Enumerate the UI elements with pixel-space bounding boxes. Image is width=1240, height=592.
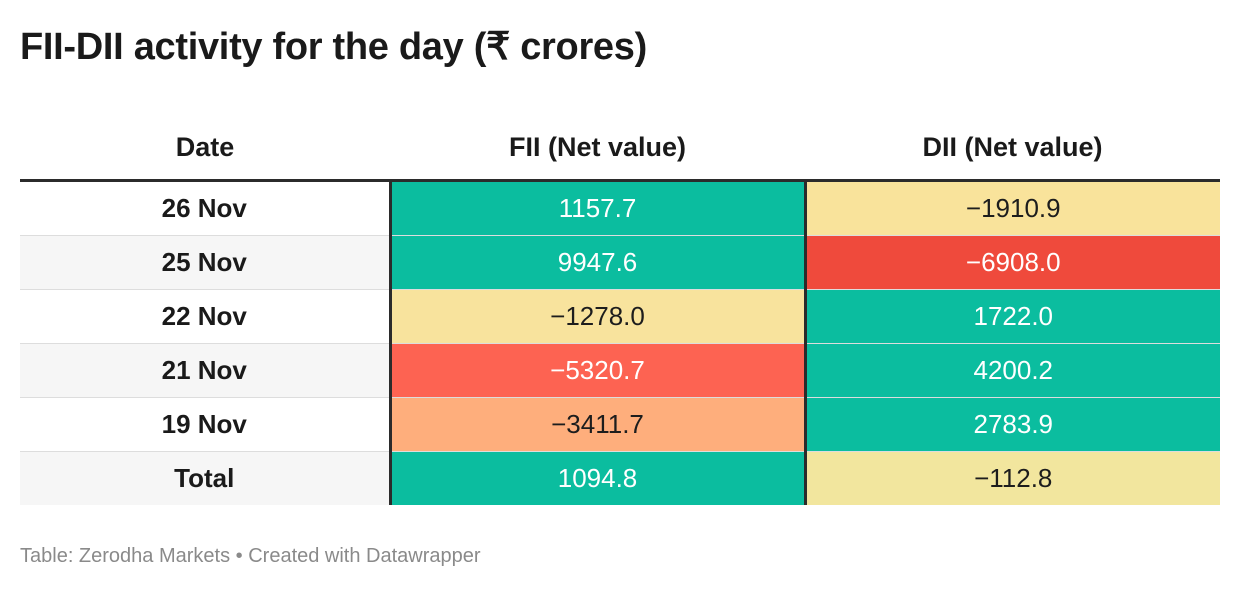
date-column-header: Date xyxy=(20,115,390,182)
date-cell: 22 Nov xyxy=(20,289,390,344)
fii-value-cell: 9947.6 xyxy=(388,235,805,290)
total-row: Total 1094.8 −112.8 xyxy=(20,451,1220,505)
chart-title: FII-DII activity for the day (₹ crores) xyxy=(20,26,647,68)
fii-value-cell: 1157.7 xyxy=(388,180,805,236)
table-row: 22 Nov −1278.0 1722.0 xyxy=(20,289,1220,344)
table-body: 26 Nov 1157.7 −1910.9 25 Nov 9947.6 −690… xyxy=(20,180,1220,505)
fii-value-cell: −3411.7 xyxy=(388,397,805,452)
table-row: 25 Nov 9947.6 −6908.0 xyxy=(20,235,1220,290)
dii-value-cell: 2783.9 xyxy=(803,397,1220,452)
table-row: 21 Nov −5320.7 4200.2 xyxy=(20,343,1220,398)
date-cell: 26 Nov xyxy=(161,193,247,223)
table-row: 26 Nov 1157.7 −1910.9 xyxy=(20,180,1220,236)
date-cell: 21 Nov xyxy=(20,343,390,398)
dii-column-header: DII (Net value) xyxy=(805,115,1220,182)
fii-value-cell: −1278.0 xyxy=(388,289,805,344)
date-cell: 19 Nov xyxy=(20,397,390,452)
fii-dii-table: Date FII (Net value) DII (Net value) 26 … xyxy=(20,115,1220,505)
source-footer: Table: Zerodha Markets • Created with Da… xyxy=(20,545,481,567)
dii-total-cell: −112.8 xyxy=(803,451,1220,505)
date-cell: 25 Nov xyxy=(20,235,390,290)
table-row: 19 Nov −3411.7 2783.9 xyxy=(20,397,1220,452)
dii-value-cell: 4200.2 xyxy=(803,343,1220,398)
dii-value-cell: 1722.0 xyxy=(803,289,1220,344)
table-header-row: Date FII (Net value) DII (Net value) xyxy=(20,115,1220,182)
fii-value-cell: −5320.7 xyxy=(388,343,805,398)
total-label-cell: Total xyxy=(20,451,390,505)
dii-value-cell: −1910.9 xyxy=(803,180,1220,236)
dii-value-cell: −6908.0 xyxy=(803,235,1220,290)
fii-column-header: FII (Net value) xyxy=(390,115,805,182)
fii-total-cell: 1094.8 xyxy=(388,451,805,505)
